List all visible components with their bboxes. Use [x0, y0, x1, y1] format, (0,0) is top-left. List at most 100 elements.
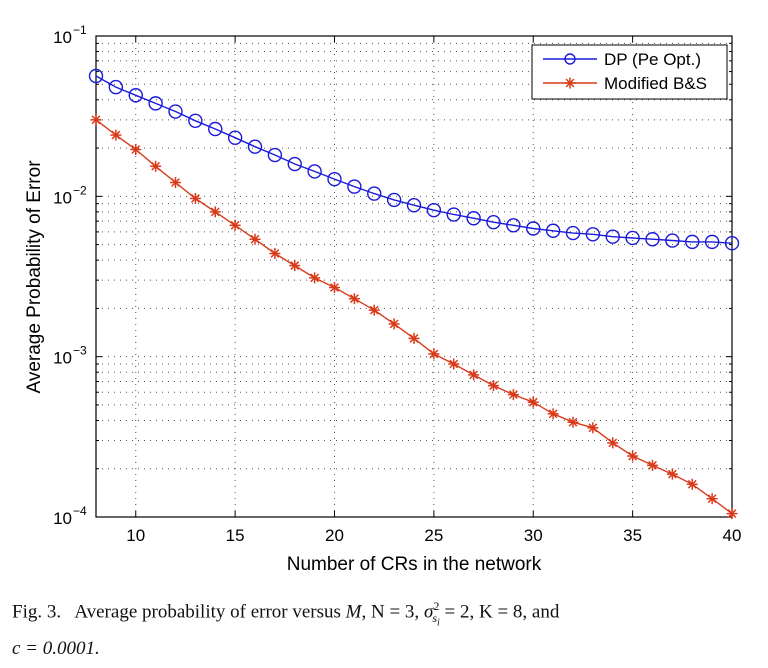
asterisk-stroke	[469, 370, 479, 380]
data-point-circle	[605, 229, 620, 244]
data-point-asterisk	[150, 160, 162, 172]
data-point-circle	[267, 147, 283, 163]
data-point-asterisk	[488, 380, 499, 392]
data-point-circle	[108, 79, 124, 95]
y-tick-label-base: 10	[53, 188, 72, 207]
data-point-asterisk	[209, 206, 221, 218]
data-point-circle	[545, 223, 561, 238]
data-point-circle	[645, 232, 660, 247]
data-point-asterisk	[408, 332, 420, 344]
caption-fig-label: Fig. 3.	[12, 601, 62, 623]
asterisk-stroke	[190, 194, 200, 203]
data-point-asterisk	[170, 176, 181, 188]
series-dp-pe-opt	[88, 68, 740, 251]
data-point-asterisk	[607, 437, 619, 449]
caption-text: Average probability of error versus	[74, 601, 346, 623]
y-tick-label: 10 −2	[53, 183, 87, 207]
data-point-circle	[466, 211, 481, 226]
y-tick-label: 10 −1	[53, 23, 87, 47]
y-tick-label-base: 10	[53, 509, 72, 528]
asterisk-stroke	[91, 115, 101, 125]
legend-box	[531, 44, 728, 100]
data-point-asterisk	[90, 114, 102, 126]
data-point-asterisk	[627, 450, 639, 462]
series-group	[88, 68, 740, 520]
data-point-asterisk	[368, 304, 380, 316]
data-point-asterisk	[547, 408, 559, 420]
x-tick-label: 40	[723, 526, 742, 545]
asterisk-stroke	[389, 319, 399, 329]
legend: DP (Pe Opt.) Modified B&S	[531, 44, 728, 100]
data-point-asterisk	[189, 192, 201, 204]
data-point-circle	[625, 230, 640, 246]
data-point-asterisk	[289, 260, 301, 272]
asterisk-stroke	[409, 333, 419, 343]
data-point-asterisk	[567, 416, 579, 428]
asterisk-stroke	[687, 479, 697, 489]
asterisk-stroke	[270, 249, 280, 258]
data-point-asterisk	[507, 389, 519, 401]
series-line	[95, 75, 733, 244]
asterisk-stroke	[449, 359, 459, 369]
data-point-asterisk	[666, 468, 678, 480]
x-axis-label: Number of CRs in the network	[287, 554, 542, 575]
data-point-circle	[227, 130, 243, 145]
y-tick-label-exp: −3	[73, 344, 87, 358]
asterisk-stroke	[330, 283, 339, 292]
y-tick-label-exp: −1	[73, 23, 87, 37]
data-point-asterisk	[229, 219, 241, 231]
data-point-circle	[565, 225, 581, 241]
data-point-circle	[446, 207, 461, 222]
asterisk-stroke	[369, 305, 379, 315]
asterisk-stroke	[290, 261, 300, 270]
data-point-circle	[486, 214, 501, 230]
legend-label-bs: Modified B&S	[604, 74, 707, 93]
data-point-asterisk	[130, 143, 142, 155]
asterisk-stroke	[588, 423, 598, 433]
data-point-circle	[247, 139, 263, 154]
data-point-circle	[208, 121, 223, 137]
y-tick-label-exp: −4	[73, 504, 87, 518]
asterisk-stroke	[250, 234, 260, 244]
data-point-asterisk	[110, 129, 122, 141]
caption-line2: c = 0.0001.	[12, 637, 100, 659]
y-tick-label: 10 −3	[53, 344, 87, 368]
data-point-circle	[724, 236, 740, 251]
data-point-asterisk	[647, 459, 658, 471]
data-point-circle	[287, 156, 302, 172]
data-point-circle	[367, 186, 382, 201]
asterisk-stroke	[568, 417, 578, 427]
caption-sigma-subsub: i	[436, 617, 440, 629]
data-point-asterisk	[269, 247, 281, 259]
legend-label-dp: DP (Pe Opt.)	[604, 50, 701, 69]
x-tick-label: 15	[226, 526, 245, 545]
asterisk-stroke	[548, 409, 558, 419]
asterisk-stroke	[230, 220, 240, 230]
data-point-circle	[526, 221, 541, 236]
asterisk-stroke	[648, 460, 657, 470]
caption-sigma-sub: s	[432, 611, 437, 626]
asterisk-stroke	[151, 161, 161, 171]
data-point-circle	[704, 234, 720, 250]
data-point-circle	[685, 234, 700, 250]
grid	[96, 36, 732, 517]
data-point-circle	[307, 164, 322, 179]
asterisk-stroke	[210, 207, 220, 217]
x-tick-label: 20	[325, 526, 344, 545]
y-tick-label-base: 10	[53, 28, 72, 47]
legend-asterisk	[564, 77, 576, 89]
data-point-asterisk	[309, 272, 321, 284]
y-tick-label-exp: −2	[73, 183, 87, 197]
asterisk-stroke	[707, 494, 717, 504]
x-tick-label: 25	[424, 526, 443, 545]
asterisk-stroke	[727, 509, 737, 519]
data-point-asterisk	[686, 478, 698, 490]
asterisk-stroke	[628, 451, 638, 461]
asterisk-stroke	[349, 294, 359, 304]
asterisk-stroke	[111, 130, 121, 140]
asterisk-stroke	[667, 469, 677, 479]
data-point-circle	[585, 227, 601, 242]
data-point-circle	[506, 218, 521, 233]
legend-marker-bs	[564, 77, 576, 89]
x-tick-label: 35	[623, 526, 642, 545]
